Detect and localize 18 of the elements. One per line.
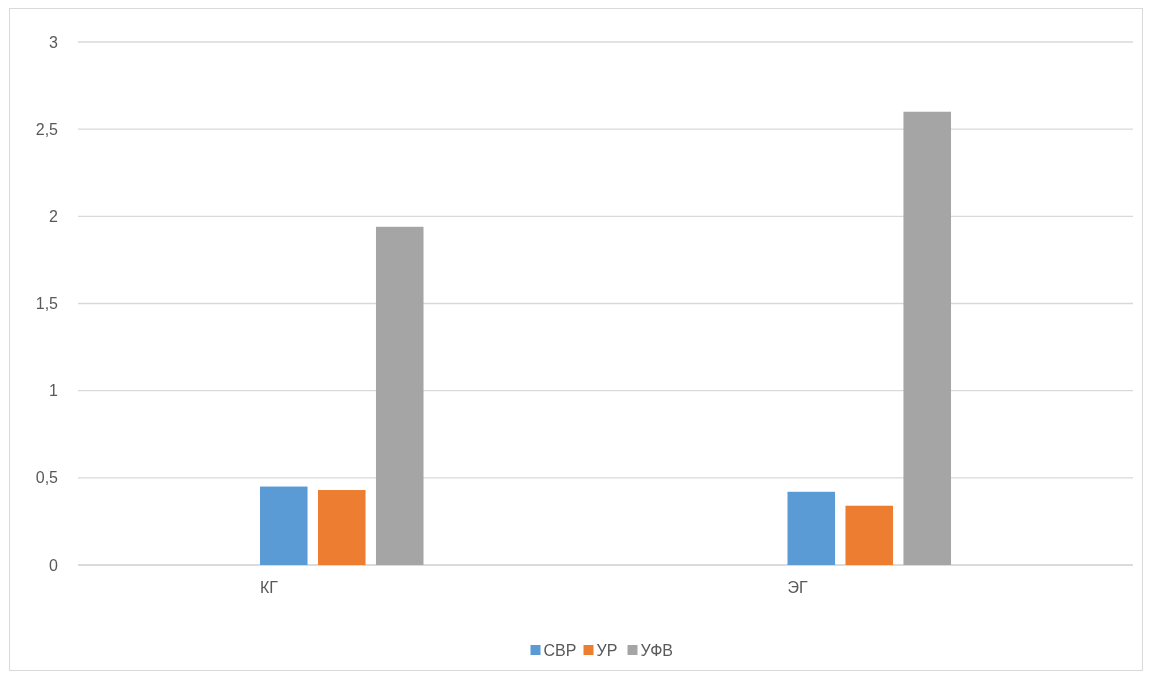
bar <box>903 111 952 565</box>
bar <box>317 490 366 565</box>
bar <box>845 505 894 565</box>
y-tick-label: 1,5 <box>35 295 59 313</box>
y-tick-label: 1 <box>49 382 59 400</box>
x-tick-label: ЭГ <box>787 578 808 596</box>
legend-label: УФВ <box>640 641 673 659</box>
legend-label: СВР <box>543 641 577 659</box>
bar <box>375 226 424 565</box>
bar <box>259 486 308 565</box>
x-tick-label: КГ <box>259 578 279 596</box>
y-tick-label: 3 <box>49 33 59 51</box>
y-tick-label: 2 <box>49 207 59 225</box>
bar <box>787 491 836 565</box>
y-tick-label: 2,5 <box>35 120 59 138</box>
y-tick-label: 0,5 <box>35 469 59 487</box>
legend-label: УР <box>596 641 618 659</box>
y-tick-label: 0 <box>49 556 59 574</box>
